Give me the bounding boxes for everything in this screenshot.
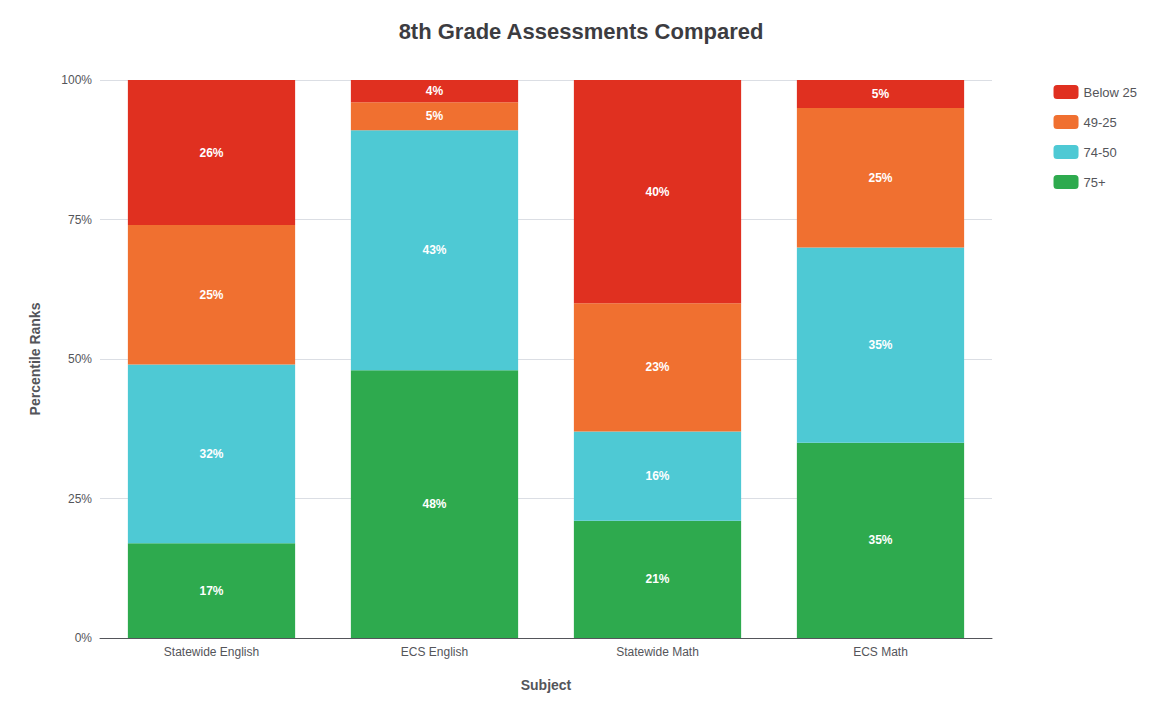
svg-text:0%: 0% xyxy=(75,631,93,645)
svg-text:26%: 26% xyxy=(199,146,223,160)
svg-text:25%: 25% xyxy=(199,288,223,302)
svg-text:Statewide Math: Statewide Math xyxy=(616,645,699,659)
svg-text:25%: 25% xyxy=(868,171,892,185)
svg-text:75%: 75% xyxy=(68,213,92,227)
svg-text:5%: 5% xyxy=(426,109,444,123)
svg-text:25%: 25% xyxy=(68,492,92,506)
svg-text:17%: 17% xyxy=(199,584,223,598)
svg-text:40%: 40% xyxy=(645,185,669,199)
svg-text:74-50: 74-50 xyxy=(1084,145,1117,160)
svg-text:5%: 5% xyxy=(872,87,890,101)
svg-text:16%: 16% xyxy=(645,469,669,483)
svg-text:48%: 48% xyxy=(422,497,446,511)
svg-text:Below 25: Below 25 xyxy=(1084,85,1137,100)
svg-text:Statewide English: Statewide English xyxy=(164,645,259,659)
svg-text:100%: 100% xyxy=(61,73,92,87)
svg-text:32%: 32% xyxy=(199,447,223,461)
svg-text:43%: 43% xyxy=(422,243,446,257)
svg-text:75+: 75+ xyxy=(1084,175,1106,190)
svg-text:35%: 35% xyxy=(868,338,892,352)
svg-text:21%: 21% xyxy=(645,572,669,586)
svg-text:50%: 50% xyxy=(68,352,92,366)
svg-text:23%: 23% xyxy=(645,360,669,374)
svg-text:4%: 4% xyxy=(426,84,444,98)
svg-text:35%: 35% xyxy=(868,533,892,547)
svg-text:Subject: Subject xyxy=(521,677,572,693)
svg-text:ECS Math: ECS Math xyxy=(853,645,908,659)
svg-text:ECS English: ECS English xyxy=(401,645,468,659)
svg-text:49-25: 49-25 xyxy=(1084,115,1117,130)
svg-text:Percentile Ranks: Percentile Ranks xyxy=(27,302,43,415)
svg-text:8th Grade Assessments Compared: 8th Grade Assessments Compared xyxy=(399,19,764,44)
